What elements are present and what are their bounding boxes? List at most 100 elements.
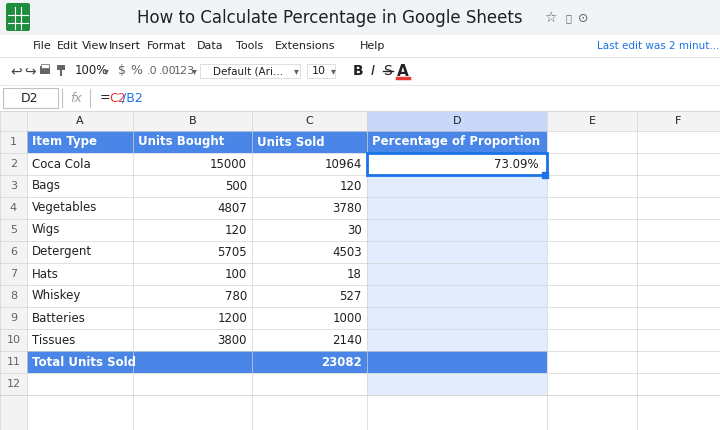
Text: Edit: Edit — [57, 41, 78, 51]
Text: S: S — [384, 64, 392, 78]
Text: Wigs: Wigs — [32, 224, 60, 236]
Text: ☆: ☆ — [544, 11, 557, 25]
Bar — [0, 111, 720, 430]
Text: Detergent: Detergent — [32, 246, 92, 258]
Bar — [367, 197, 547, 219]
Text: Format: Format — [148, 41, 186, 51]
Text: 1200: 1200 — [217, 311, 247, 325]
Text: Total Units Sold: Total Units Sold — [32, 356, 136, 369]
Text: 10: 10 — [6, 335, 20, 345]
Text: Whiskey: Whiskey — [32, 289, 81, 302]
Text: Help: Help — [360, 41, 386, 51]
Bar — [367, 351, 547, 373]
Bar — [367, 175, 547, 197]
Text: 15000: 15000 — [210, 157, 247, 171]
Text: D2: D2 — [22, 92, 39, 104]
Text: D: D — [453, 116, 462, 126]
Text: /B2: /B2 — [122, 92, 143, 104]
Text: ↪: ↪ — [24, 64, 36, 78]
Text: .0: .0 — [147, 66, 157, 76]
Text: 8: 8 — [10, 291, 17, 301]
Text: 100: 100 — [225, 267, 247, 280]
Bar — [0, 57, 720, 85]
FancyBboxPatch shape — [6, 3, 30, 31]
Text: ▾: ▾ — [330, 66, 336, 76]
Text: Insert: Insert — [109, 41, 141, 51]
Text: 2140: 2140 — [332, 334, 362, 347]
Text: 7: 7 — [10, 269, 17, 279]
Text: Batteries: Batteries — [32, 311, 86, 325]
Text: 1000: 1000 — [333, 311, 362, 325]
Bar — [367, 329, 547, 351]
Bar — [307, 64, 335, 78]
Bar — [57, 65, 65, 70]
Text: 9: 9 — [10, 313, 17, 323]
Text: A: A — [397, 64, 409, 79]
Text: B: B — [353, 64, 364, 78]
Bar — [27, 131, 720, 430]
Text: $: $ — [118, 64, 126, 77]
Bar — [40, 66, 50, 74]
Text: 6: 6 — [10, 247, 17, 257]
Text: C2: C2 — [109, 92, 125, 104]
Text: ▾: ▾ — [104, 66, 109, 76]
Bar — [41, 64, 49, 68]
Text: I: I — [371, 64, 375, 78]
Bar — [367, 153, 547, 175]
Text: ▾: ▾ — [192, 66, 197, 76]
Text: 10964: 10964 — [325, 157, 362, 171]
Text: 3800: 3800 — [217, 334, 247, 347]
Text: 4503: 4503 — [333, 246, 362, 258]
Text: Item Type: Item Type — [32, 135, 97, 148]
Text: ⊙: ⊙ — [577, 12, 588, 25]
Bar — [367, 111, 547, 131]
Text: E: E — [588, 116, 595, 126]
Text: 4: 4 — [10, 203, 17, 213]
Text: 1: 1 — [10, 137, 17, 147]
Text: Default (Ari...: Default (Ari... — [213, 66, 283, 76]
Text: Units Sold: Units Sold — [257, 135, 325, 148]
Text: View: View — [82, 41, 108, 51]
Text: 3780: 3780 — [333, 202, 362, 215]
Text: 18: 18 — [347, 267, 362, 280]
Bar — [367, 131, 547, 153]
Text: 30: 30 — [347, 224, 362, 236]
Bar — [0, 35, 720, 57]
Text: ⬜: ⬜ — [565, 13, 571, 23]
Text: C: C — [305, 116, 313, 126]
Text: A: A — [76, 116, 84, 126]
Bar — [27, 131, 547, 153]
Bar — [367, 373, 547, 395]
Text: Tissues: Tissues — [32, 334, 76, 347]
Bar — [0, 111, 27, 430]
Text: Data: Data — [197, 41, 223, 51]
Text: Hats: Hats — [32, 267, 59, 280]
Text: 73.09%: 73.09% — [495, 157, 539, 171]
Text: =: = — [100, 92, 111, 104]
Text: 120: 120 — [340, 179, 362, 193]
Text: 5: 5 — [10, 225, 17, 235]
Text: 500: 500 — [225, 179, 247, 193]
Text: Bags: Bags — [32, 179, 61, 193]
Bar — [367, 285, 547, 307]
Text: F: F — [675, 116, 682, 126]
Bar — [367, 307, 547, 329]
Bar — [0, 0, 720, 35]
Text: 3: 3 — [10, 181, 17, 191]
Bar — [367, 153, 547, 175]
Text: 5705: 5705 — [217, 246, 247, 258]
Text: fx: fx — [70, 92, 82, 104]
Text: 123: 123 — [174, 66, 194, 76]
Text: 527: 527 — [340, 289, 362, 302]
Text: 780: 780 — [225, 289, 247, 302]
Text: 4807: 4807 — [217, 202, 247, 215]
Text: 100%: 100% — [74, 64, 108, 77]
Bar — [200, 64, 300, 78]
Text: Tools: Tools — [236, 41, 264, 51]
Text: 12: 12 — [6, 379, 21, 389]
Text: Last edit was 2 minut...: Last edit was 2 minut... — [597, 41, 719, 51]
Bar — [367, 263, 547, 285]
Bar — [367, 219, 547, 241]
Text: 120: 120 — [225, 224, 247, 236]
Text: Coca Cola: Coca Cola — [32, 157, 91, 171]
